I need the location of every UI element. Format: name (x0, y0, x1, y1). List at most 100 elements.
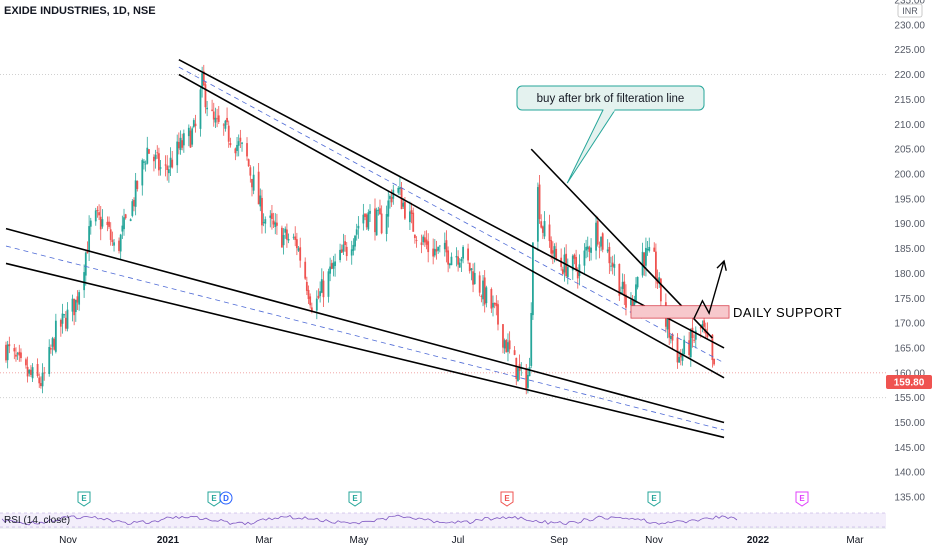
candle[interactable] (191, 126, 194, 147)
candle[interactable] (555, 242, 558, 262)
candle[interactable] (13, 343, 16, 360)
candle[interactable] (432, 238, 435, 265)
candle[interactable] (573, 253, 576, 265)
candle[interactable] (596, 216, 599, 247)
candle[interactable] (211, 99, 214, 112)
currency-badge[interactable]: INR (897, 3, 923, 18)
candle[interactable] (653, 242, 656, 253)
candle[interactable] (490, 287, 493, 313)
candle[interactable] (159, 160, 162, 176)
candle[interactable] (239, 129, 242, 149)
candle[interactable] (143, 159, 145, 170)
candle[interactable] (171, 150, 174, 169)
candle[interactable] (645, 237, 647, 277)
candle[interactable] (108, 216, 110, 229)
candle[interactable] (450, 252, 453, 266)
candle[interactable] (467, 243, 469, 264)
candle[interactable] (320, 268, 323, 294)
candle[interactable] (216, 108, 218, 128)
candle[interactable] (315, 290, 318, 320)
candle[interactable] (76, 290, 79, 310)
candle[interactable] (40, 376, 42, 389)
candle[interactable] (625, 284, 627, 316)
candle[interactable] (148, 149, 150, 154)
candle[interactable] (706, 322, 709, 340)
candle[interactable] (601, 232, 604, 253)
candle[interactable] (679, 349, 682, 366)
candle[interactable] (156, 145, 159, 159)
candle[interactable] (96, 206, 99, 218)
candle[interactable] (327, 268, 330, 303)
candle[interactable] (342, 233, 345, 255)
candle[interactable] (237, 134, 240, 157)
candle[interactable] (691, 318, 694, 348)
candle[interactable] (437, 246, 440, 254)
candle[interactable] (540, 214, 543, 229)
candle[interactable] (49, 344, 52, 354)
candle[interactable] (64, 311, 67, 332)
candle[interactable] (187, 124, 190, 147)
candle[interactable] (689, 328, 692, 367)
candle[interactable] (643, 252, 646, 276)
trend-channel-line[interactable] (5, 227, 725, 424)
candle[interactable] (352, 238, 355, 256)
candle[interactable] (571, 254, 574, 280)
candle[interactable] (377, 206, 380, 216)
candle[interactable] (15, 347, 17, 362)
candle[interactable] (598, 241, 601, 259)
candle[interactable] (53, 337, 56, 351)
candle[interactable] (334, 253, 337, 277)
candle[interactable] (121, 215, 124, 239)
candle[interactable] (329, 257, 332, 282)
candle[interactable] (5, 341, 7, 363)
candle[interactable] (531, 242, 534, 320)
candle[interactable] (194, 114, 197, 133)
candle[interactable] (618, 263, 621, 301)
candle[interactable] (412, 207, 415, 232)
candle[interactable] (176, 134, 179, 173)
candle[interactable] (588, 245, 591, 262)
candle[interactable] (666, 315, 669, 339)
candle[interactable] (480, 294, 483, 303)
candle[interactable] (141, 158, 144, 196)
candle[interactable] (517, 367, 519, 382)
candle[interactable] (123, 208, 125, 236)
candle[interactable] (611, 255, 614, 275)
candle[interactable] (635, 277, 637, 304)
candle[interactable] (550, 236, 553, 260)
candle[interactable] (415, 236, 418, 248)
candle[interactable] (478, 271, 481, 297)
support-zone[interactable] (630, 305, 730, 319)
candle[interactable] (354, 234, 356, 251)
candle[interactable] (63, 314, 66, 318)
candle[interactable] (623, 274, 626, 306)
candle[interactable] (621, 273, 624, 295)
candle[interactable] (362, 203, 365, 231)
candle[interactable] (583, 243, 586, 274)
candle[interactable] (493, 302, 496, 309)
candle[interactable] (269, 210, 272, 228)
candle[interactable] (502, 324, 504, 354)
candle[interactable] (397, 186, 400, 195)
candle[interactable] (443, 232, 446, 257)
candle[interactable] (379, 199, 381, 215)
candle[interactable] (261, 189, 263, 234)
candle[interactable] (495, 295, 498, 316)
candle[interactable] (507, 333, 509, 362)
candle[interactable] (332, 255, 335, 277)
candle[interactable] (438, 245, 441, 253)
event-marker-green[interactable]: E (207, 491, 221, 507)
candle[interactable] (66, 302, 69, 332)
candle[interactable] (257, 162, 260, 205)
candle[interactable] (340, 244, 343, 254)
candle[interactable] (26, 356, 29, 383)
candle[interactable] (167, 165, 170, 183)
candle[interactable] (578, 254, 581, 286)
candle[interactable] (6, 340, 9, 369)
candle[interactable] (636, 276, 639, 290)
candle[interactable] (272, 212, 275, 229)
candle[interactable] (179, 130, 182, 155)
candle[interactable] (610, 256, 612, 272)
candle[interactable] (182, 129, 185, 153)
